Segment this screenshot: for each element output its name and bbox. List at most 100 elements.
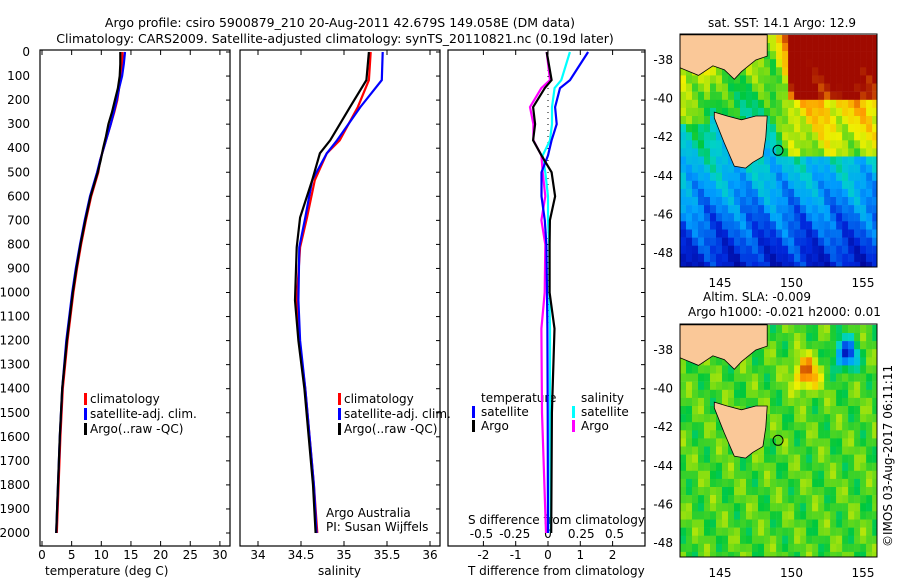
map-cell: [734, 487, 741, 496]
map-cell: [866, 43, 873, 52]
map-cell: [770, 67, 777, 76]
map-cell: [866, 503, 873, 512]
map-cell: [716, 156, 723, 165]
map-cell: [842, 381, 849, 391]
map-cell: [746, 67, 753, 76]
map-cell: [824, 213, 831, 222]
map-cell: [830, 438, 837, 447]
map-cell: [866, 261, 873, 271]
map-cell: [746, 188, 753, 198]
map-cell: [788, 148, 795, 157]
map-cell: [830, 221, 837, 230]
map-cell: [758, 462, 765, 472]
map-cell: [770, 180, 777, 190]
map-cell: [764, 213, 771, 222]
map-cell: [860, 59, 867, 68]
map-cell: [836, 495, 843, 504]
map-cell: [812, 397, 819, 407]
map-cell: [812, 551, 819, 561]
map-cell: [758, 172, 765, 182]
map-cell: [818, 245, 825, 255]
map-cell: [794, 34, 801, 44]
map-cell: [872, 422, 879, 431]
tdiff-xlabel: T difference from climatology: [467, 564, 645, 578]
map-cell: [722, 519, 729, 528]
map-cell: [776, 430, 783, 439]
map-cell: [776, 333, 783, 342]
map-cell: [710, 205, 717, 214]
map-cell: [692, 213, 699, 222]
map-cell: [692, 551, 699, 561]
map-cell: [800, 140, 807, 149]
map-cell: [686, 124, 693, 133]
map-cell: [686, 91, 693, 101]
map-cell: [680, 237, 687, 246]
map-cell: [854, 237, 861, 246]
map-cell: [824, 357, 831, 366]
map-cell: [812, 116, 819, 125]
map-cell: [812, 430, 819, 439]
map-cell: [710, 245, 717, 255]
map-cell: [704, 397, 711, 407]
map-cell: [728, 245, 735, 255]
map-cell: [680, 503, 687, 512]
map-cell: [848, 140, 855, 149]
map-cell: [728, 107, 735, 117]
map-cell: [776, 454, 783, 463]
map-cell: [830, 551, 837, 561]
map-cell: [770, 373, 777, 382]
map-cell: [794, 164, 801, 173]
map-cell: [776, 43, 783, 52]
map-cell: [818, 221, 825, 230]
map-cell: [830, 462, 837, 472]
map-cell: [854, 446, 861, 455]
map-cell: [872, 164, 879, 173]
map-cell: [752, 454, 759, 463]
map-cell: [788, 527, 795, 536]
map-cell: [704, 373, 711, 382]
map-cell: [710, 470, 717, 480]
map-cell: [854, 124, 861, 133]
map-cell: [704, 543, 711, 553]
map-cell: [680, 67, 687, 76]
map-cell: [710, 221, 717, 230]
map-cell: [764, 188, 771, 198]
map-cell: [764, 462, 771, 472]
map-cell: [836, 365, 843, 374]
map-cell: [824, 34, 831, 44]
map-cell: [716, 67, 723, 76]
map-cell: [686, 197, 693, 206]
map-cell: [782, 172, 789, 182]
map-cell: [746, 470, 753, 480]
map-cell: [734, 237, 741, 246]
map-cell: [788, 454, 795, 463]
map-cell: [770, 43, 777, 52]
map-cell: [716, 478, 723, 488]
map-cell: [716, 107, 723, 117]
map-cell: [836, 229, 843, 238]
map-cell: [698, 478, 705, 488]
map-cell: [854, 43, 861, 52]
map-cell: [818, 324, 825, 334]
map-cell: [716, 511, 723, 520]
map-cell: [710, 124, 717, 133]
map-cell: [698, 132, 705, 141]
map-cell: [806, 205, 813, 214]
map-cell: [692, 229, 699, 238]
map-cell: [860, 511, 867, 520]
map-cell: [770, 462, 777, 472]
map-cell: [710, 406, 717, 415]
map-cell: [782, 365, 789, 374]
map-cell: [842, 365, 849, 374]
map-cell: [680, 438, 687, 447]
map-cell: [836, 519, 843, 528]
map-cell: [728, 205, 735, 214]
map-cell: [686, 535, 693, 545]
legend-label-argo: Argo(..raw -QC): [90, 422, 183, 436]
map-cell: [824, 341, 831, 350]
map-cell: [872, 462, 879, 472]
figure-title-line2: Climatology: CARS2009. Satellite-adjuste…: [56, 31, 613, 46]
map-cell: [848, 43, 855, 52]
depth-tick-label: 100: [7, 69, 30, 83]
map-cell: [854, 140, 861, 149]
